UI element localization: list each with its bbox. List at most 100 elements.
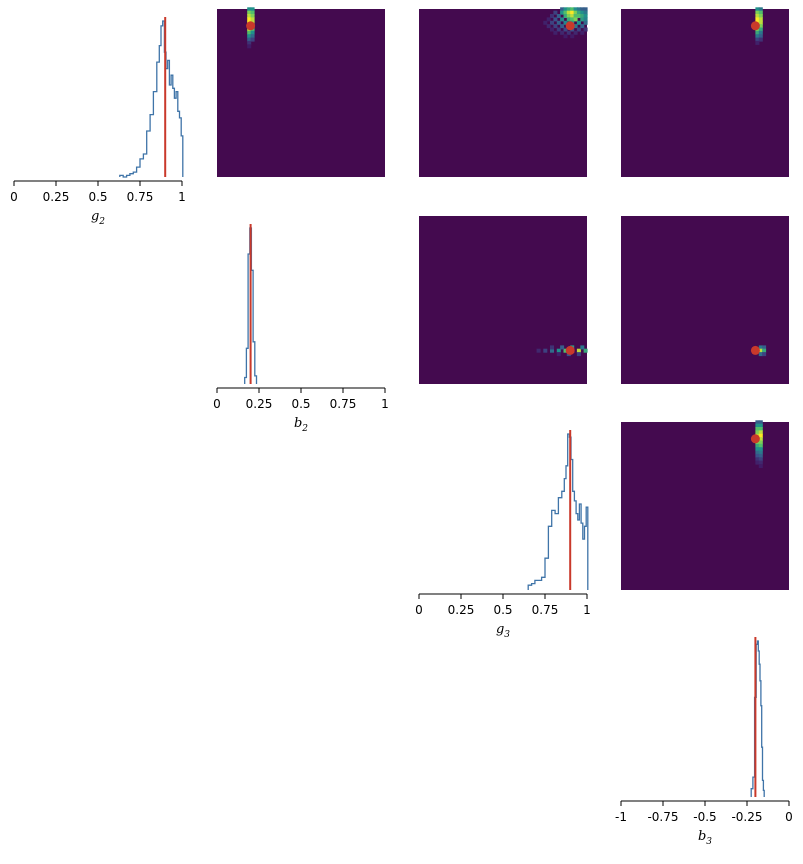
heatmap-cell	[543, 20, 548, 25]
heatmap-cell	[247, 37, 252, 42]
heatmap-cell	[550, 14, 554, 18]
x-axis-label-symbol: b	[698, 829, 706, 844]
heatmap-background	[621, 422, 789, 590]
heatmap-cell	[755, 37, 760, 42]
heatmap-cell	[583, 20, 588, 25]
heatmap-background	[419, 9, 587, 177]
heatmap-cell	[553, 24, 558, 29]
histogram-outline	[527, 433, 589, 590]
x-axis-label: g2	[91, 209, 105, 227]
b3-marginal: -1 -0.75 -0.5 -0.25 0 b3	[615, 637, 793, 847]
heatmap-cell	[247, 17, 252, 22]
heatmap-cell	[762, 345, 767, 350]
heatmap-cell	[758, 450, 763, 455]
heatmap-cell	[758, 427, 763, 431]
heatmap-cell	[583, 27, 588, 32]
x-tick-label: 0.25	[43, 190, 70, 204]
heatmap-cell	[583, 348, 588, 353]
heatmap-cell	[758, 464, 763, 468]
heatmap-cell	[758, 440, 763, 445]
heatmap-cell	[755, 40, 760, 45]
heatmap-cell	[758, 17, 763, 22]
heatmap-cell	[550, 27, 554, 32]
heatmap-cell	[758, 423, 763, 428]
x-tick-label: 1	[381, 397, 389, 411]
g2-vs-b2	[217, 7, 385, 177]
heatmap-cell	[583, 10, 588, 15]
heatmap-cell	[758, 30, 763, 35]
heatmap-cell	[762, 352, 767, 357]
x-axis-label-symbol: b	[294, 416, 302, 431]
x-tick-label: 0	[785, 810, 793, 824]
truth-marker	[750, 434, 760, 444]
heatmap-cell	[758, 24, 763, 29]
truth-marker	[246, 21, 256, 31]
heatmap-cell	[250, 10, 255, 15]
heatmap-cell	[580, 345, 585, 350]
heatmap-cell	[573, 10, 578, 15]
heatmap-cell	[247, 44, 252, 49]
heatmap-cell	[755, 430, 760, 435]
heatmap-cell	[573, 30, 578, 35]
heatmap-cell	[543, 348, 548, 353]
heatmap-cell	[573, 14, 578, 18]
b2-marginal: 0 0.25 0.5 0.75 1 b2	[213, 224, 389, 434]
heatmap-cell	[563, 7, 568, 12]
g3-vs-b3	[621, 420, 789, 590]
heatmap-cell	[247, 30, 252, 35]
x-tick-label: -0.25	[731, 810, 762, 824]
heatmap-cell	[755, 427, 760, 431]
truth-marker	[565, 21, 575, 31]
heatmap-cell	[573, 7, 578, 12]
heatmap-cell	[576, 27, 581, 32]
heatmap-cell	[755, 17, 760, 22]
heatmap-cell	[755, 34, 760, 39]
heatmap-cell	[250, 30, 255, 35]
heatmap-cell	[247, 40, 252, 45]
heatmap-cell	[758, 27, 763, 32]
heatmap-cell	[758, 14, 763, 18]
heatmap-background	[419, 216, 587, 384]
heatmap-cell	[755, 457, 760, 462]
heatmap-cell	[583, 7, 588, 12]
x-tick-label: -0.75	[647, 810, 678, 824]
heatmap-cell	[758, 420, 763, 425]
heatmap-cell	[250, 37, 255, 42]
heatmap-cell	[566, 14, 571, 18]
heatmap-cell	[576, 7, 581, 12]
heatmap-cell	[247, 10, 252, 15]
g2-vs-b3	[621, 7, 789, 177]
heatmap-cell	[755, 450, 760, 455]
heatmap-cell	[570, 34, 575, 39]
heatmap-cell	[570, 10, 575, 15]
heatmap-cell	[570, 7, 575, 12]
heatmap-cell	[576, 14, 581, 18]
truth-marker	[565, 345, 575, 355]
b2-vs-g3	[419, 216, 588, 384]
heatmap-cell	[556, 352, 561, 357]
heatmap-cell	[758, 345, 763, 350]
heatmap-cell	[563, 20, 568, 25]
heatmap-cell	[762, 348, 767, 353]
heatmap-cell	[563, 34, 568, 39]
x-tick-label: 0.25	[246, 397, 273, 411]
heatmap-cell	[583, 17, 588, 22]
heatmap-cell	[755, 14, 760, 18]
truth-marker	[750, 345, 760, 355]
heatmap-cell	[758, 34, 763, 39]
heatmap-cell	[758, 348, 763, 353]
heatmap-cell	[576, 20, 581, 25]
x-axis-label-symbol: g	[496, 622, 504, 637]
x-axis-label: b2	[294, 416, 308, 434]
heatmap-cell	[758, 37, 763, 42]
x-axis-label-subscript: 3	[504, 630, 510, 640]
heatmap-cell	[550, 20, 554, 25]
heatmap-cell	[566, 30, 571, 35]
truth-marker	[750, 21, 760, 31]
heatmap-cell	[758, 457, 763, 462]
heatmap-cell	[250, 17, 255, 22]
heatmap-cell	[755, 30, 760, 35]
heatmap-cell	[563, 348, 568, 353]
heatmap-cell	[758, 20, 763, 25]
x-tick-label: -1	[615, 810, 627, 824]
